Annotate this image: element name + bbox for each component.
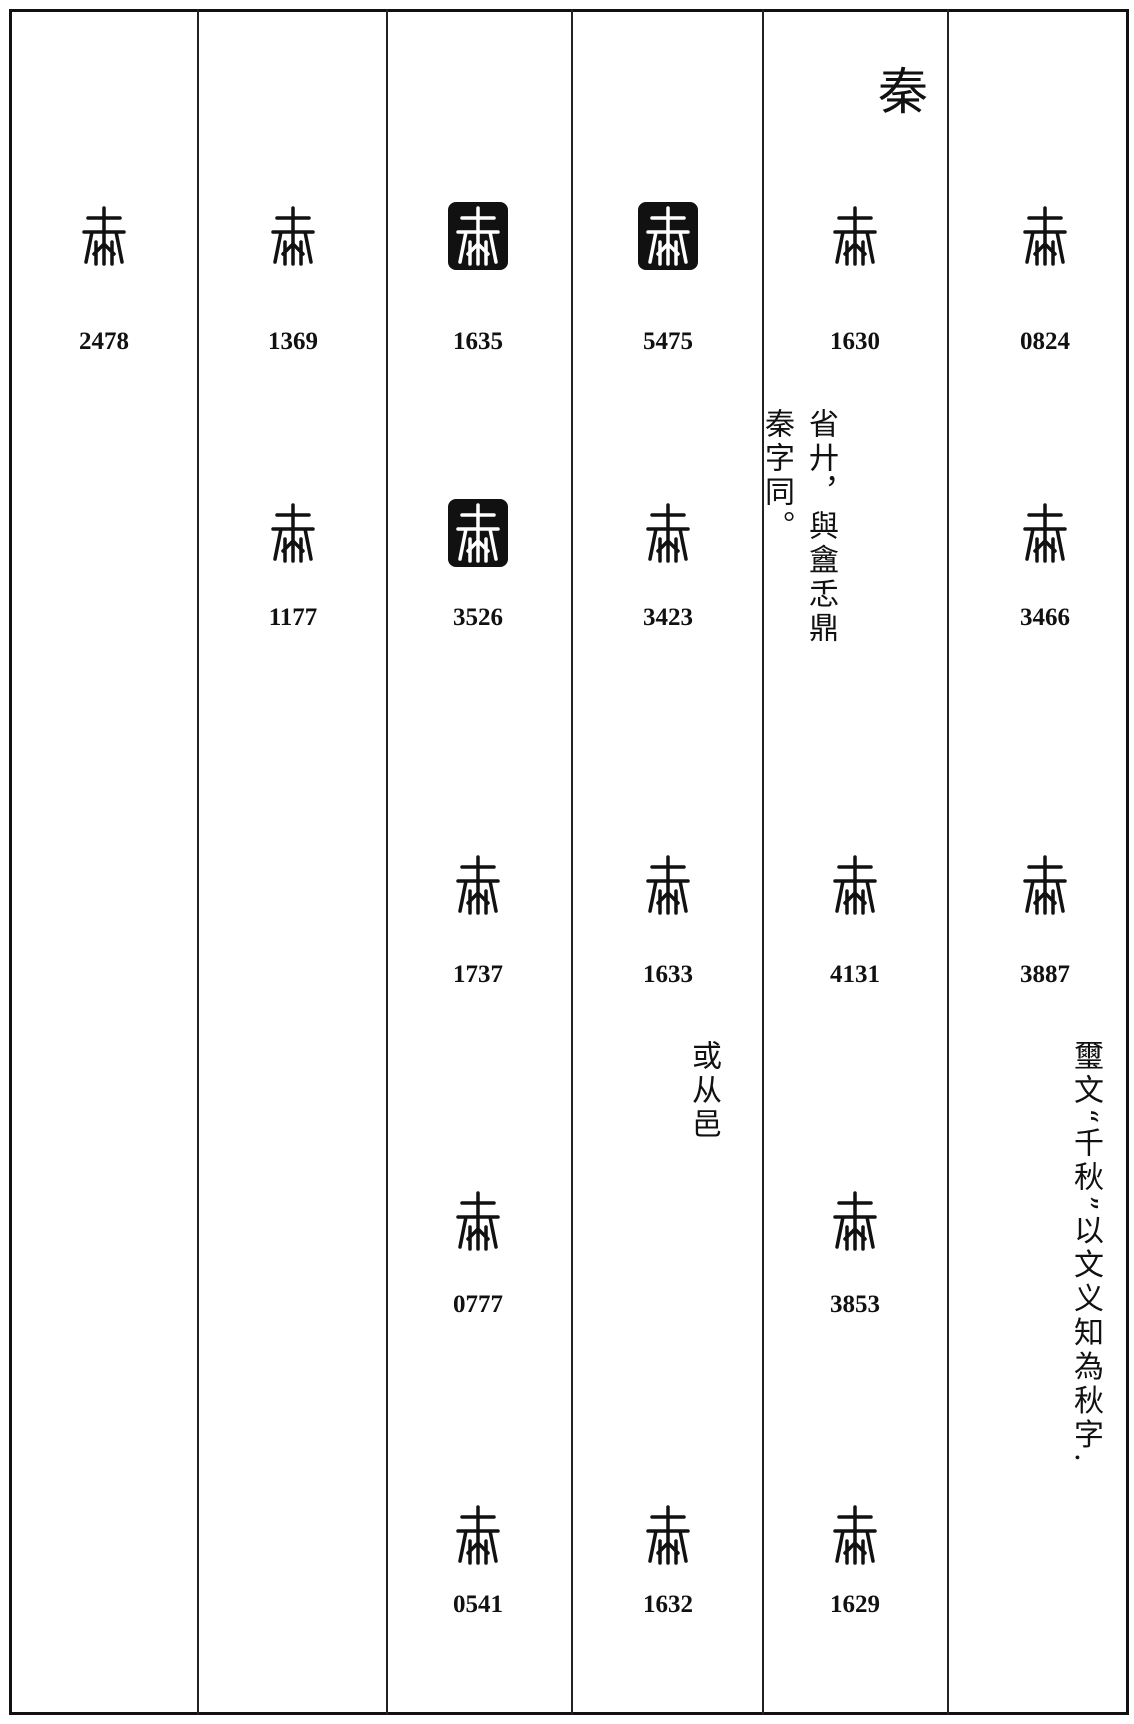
entry-code: 1633 <box>643 961 693 988</box>
glyph-drawing <box>833 1191 877 1251</box>
column-rule <box>762 9 764 1715</box>
entry-code: 5475 <box>643 328 693 355</box>
entry-code: 3853 <box>830 1291 880 1318</box>
entry-code: 3887 <box>1020 961 1070 988</box>
seal-script-glyph <box>253 196 333 281</box>
seal-script-glyph <box>1005 196 1085 281</box>
seal-script-glyph <box>628 493 708 578</box>
entry-code: 1369 <box>268 328 318 355</box>
glyph-drawing <box>271 206 315 266</box>
glyph-drawing <box>271 503 315 563</box>
glyph-drawing <box>833 206 877 266</box>
entry-code: 4131 <box>830 961 880 988</box>
entry-code: 3423 <box>643 604 693 631</box>
page-frame <box>9 9 1129 1715</box>
entry-code: 1635 <box>453 328 503 355</box>
glyph-drawing <box>456 1505 500 1565</box>
glyph-drawing <box>1023 206 1067 266</box>
seal-script-glyph <box>815 196 895 281</box>
seal-script-glyph <box>1005 845 1085 930</box>
seal-script-glyph <box>438 1181 518 1266</box>
entry-code: 3526 <box>453 604 503 631</box>
entry-code: 1632 <box>643 1591 693 1618</box>
seal-script-glyph <box>64 196 144 281</box>
entry-code: 1737 <box>453 961 503 988</box>
entry-code: 1177 <box>268 604 318 631</box>
vertical-note: 省廾，與盦忎鼎 <box>803 408 838 646</box>
entry-code: 0541 <box>453 1591 503 1618</box>
entry-code: 0824 <box>1020 328 1070 355</box>
seal-script-glyph <box>438 845 518 930</box>
glyph-drawing <box>82 206 126 266</box>
glyph-drawing <box>448 499 508 567</box>
column-rule <box>386 9 388 1715</box>
glyph-drawing <box>646 1505 690 1565</box>
entry-code: 2478 <box>79 328 129 355</box>
entry-code: 1630 <box>830 328 880 355</box>
glyph-drawing <box>1023 855 1067 915</box>
character-heading: 秦 <box>878 63 928 121</box>
entry-code: 3466 <box>1020 604 1070 631</box>
glyph-drawing <box>456 1191 500 1251</box>
glyph-drawing <box>833 1505 877 1565</box>
seal-script-glyph <box>628 845 708 930</box>
glyph-drawing <box>833 855 877 915</box>
entry-code: 1629 <box>830 1591 880 1618</box>
glyph-drawing <box>456 855 500 915</box>
seal-script-glyph <box>815 1181 895 1266</box>
seal-script-glyph <box>815 845 895 930</box>
glyph-drawing <box>448 202 508 270</box>
glyph-drawing <box>646 855 690 915</box>
vertical-note: 璽文“千秋”以文义知為秋字. <box>1068 1040 1103 1467</box>
seal-glyph <box>438 196 518 281</box>
glyph-drawing <box>638 202 698 270</box>
seal-script-glyph <box>815 1495 895 1580</box>
vertical-note: 秦字同。 <box>759 408 794 544</box>
glyph-drawing <box>1023 503 1067 563</box>
entry-code: 0777 <box>453 1291 503 1318</box>
seal-glyph <box>628 196 708 281</box>
column-rule <box>947 9 949 1715</box>
seal-script-glyph <box>253 493 333 578</box>
glyph-drawing <box>646 503 690 563</box>
column-rule <box>197 9 199 1715</box>
seal-glyph <box>438 493 518 578</box>
column-rule <box>571 9 573 1715</box>
seal-script-glyph <box>438 1495 518 1580</box>
seal-script-glyph <box>628 1495 708 1580</box>
seal-script-glyph <box>1005 493 1085 578</box>
vertical-note: 或从邑 <box>686 1040 721 1142</box>
